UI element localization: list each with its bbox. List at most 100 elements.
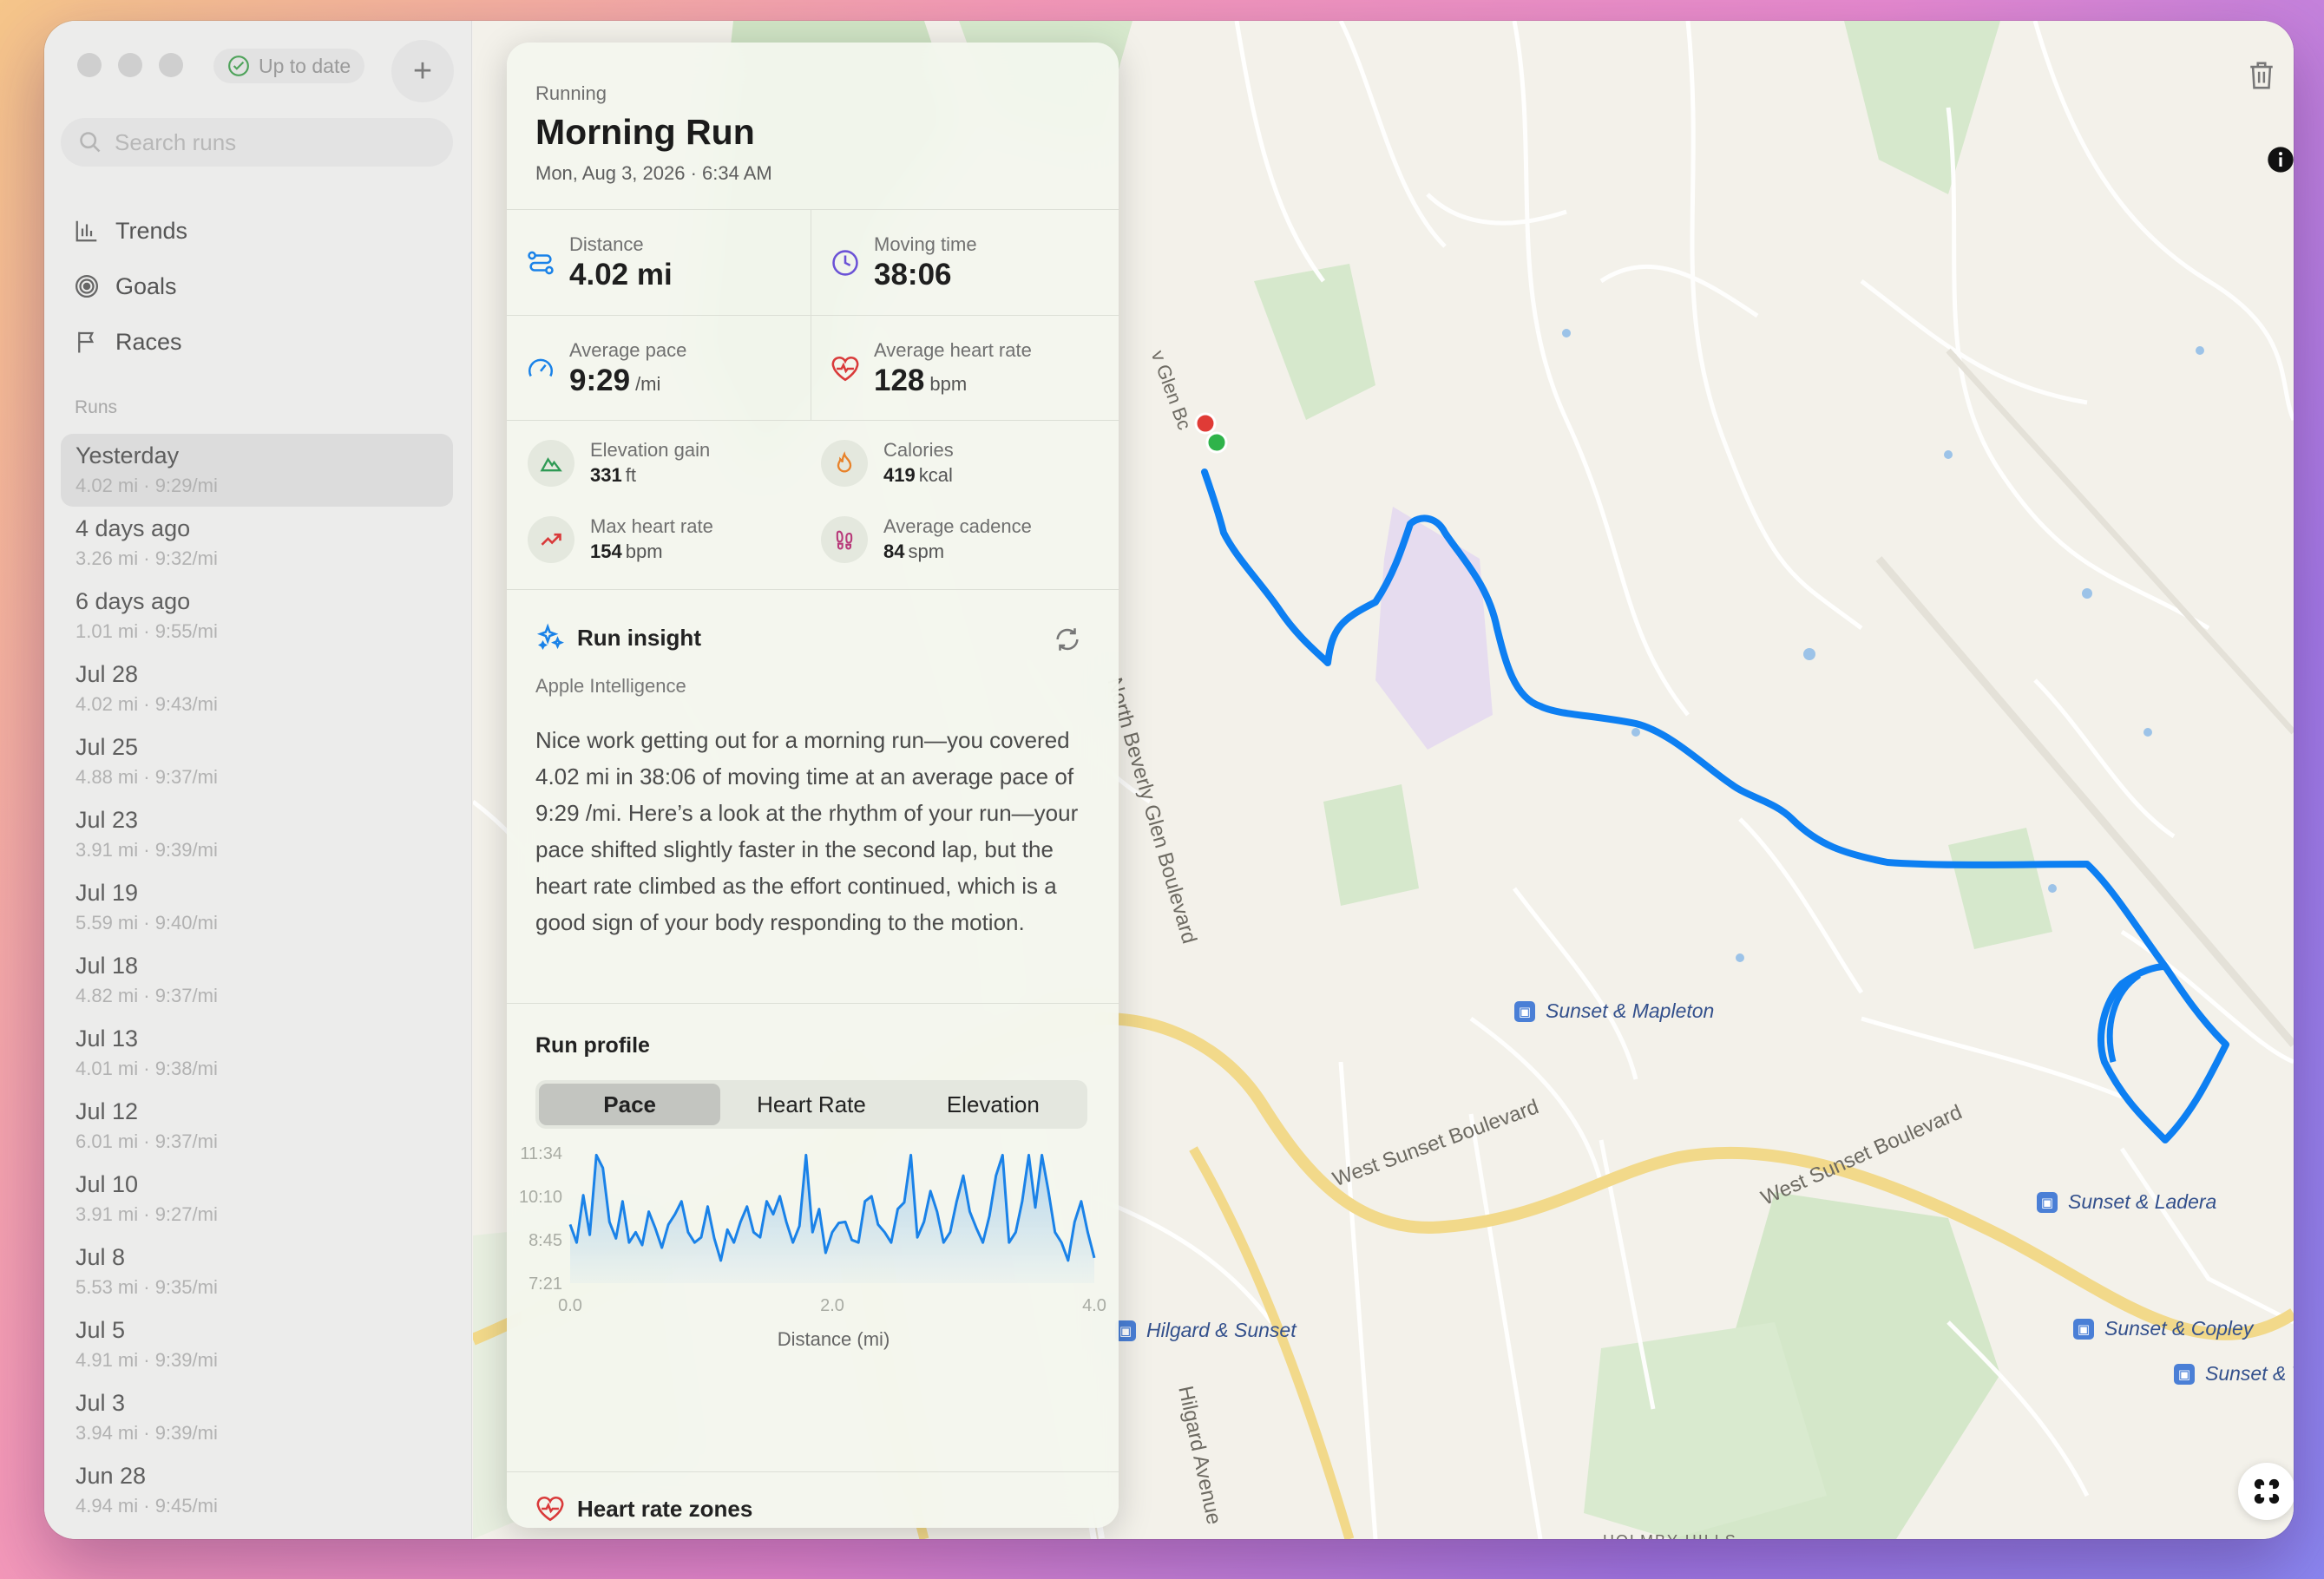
flame-icon <box>837 450 852 472</box>
sidebar-item-label: Races <box>115 328 182 355</box>
run-title: Jun 28 <box>75 1463 147 1489</box>
refresh-icon[interactable] <box>1053 625 1082 654</box>
metric-unit: bpm <box>625 541 663 562</box>
sparkles-icon <box>536 623 564 651</box>
metric-cadence: Average cadence 84 spm <box>821 515 1032 563</box>
zoom-window-button[interactable] <box>159 53 183 77</box>
run-stats: 3.91 mi · 9:27/mi <box>75 1203 218 1225</box>
run-list-item[interactable]: Jul 12 6.01 mi · 9:37/mi <box>61 1090 453 1163</box>
bus-stop-icon: ▣ <box>2037 1192 2058 1213</box>
run-title: Jul 5 <box>75 1317 126 1343</box>
metric-avg-heart-rate: Average heart rate 128 bpm <box>811 316 1115 421</box>
run-stats: 5.59 mi · 9:40/mi <box>75 912 218 934</box>
run-title: 6 days ago <box>75 588 191 614</box>
metric-label: Moving time <box>874 233 977 255</box>
run-list-item[interactable]: Jul 19 5.59 mi · 9:40/mi <box>61 871 453 944</box>
tab-pace[interactable]: Pace <box>539 1084 721 1125</box>
area-label: HOLMBY HILLS <box>1603 1532 1737 1539</box>
search-icon <box>80 132 101 153</box>
run-list-item[interactable]: 4 days ago 3.26 mi · 9:32/mi <box>61 507 453 580</box>
sync-status: Up to date <box>213 49 365 83</box>
run-list-item[interactable]: Jun 28 4.94 mi · 9:45/mi <box>61 1454 453 1527</box>
footprints-icon <box>836 530 853 550</box>
run-list-item[interactable]: Jul 5 4.91 mi · 9:39/mi <box>61 1308 453 1381</box>
run-title: Jul 23 <box>75 807 139 833</box>
tab-elevation[interactable]: Elevation <box>946 1091 1040 1117</box>
pace-chart[interactable]: 11:34 10:10 8:45 7:21 0.0 2.0 4.0 Distance (mi) <box>507 1134 1119 1464</box>
run-detail-panel: Running Morning Run Mon, Aug 3, 2026 · 6… <box>507 43 1119 1528</box>
trash-icon[interactable] <box>2240 54 2283 97</box>
metric-moving-time: Moving time 38:06 <box>811 210 1115 315</box>
flag-icon <box>78 331 95 353</box>
run-list-item[interactable]: Jul 10 3.91 mi · 9:27/mi <box>61 1163 453 1235</box>
run-title: Yesterday <box>75 442 180 468</box>
run-stats: 4.01 mi · 9:38/mi <box>75 1058 218 1079</box>
profile-tabs: Pace Heart Rate Elevation <box>535 1080 1087 1129</box>
search-placeholder[interactable]: Search runs <box>115 128 237 155</box>
sidebar-item-trends[interactable]: Trends <box>60 203 455 259</box>
expand-map-icon[interactable] <box>2238 1463 2294 1520</box>
sidebar-item-goals[interactable]: Goals <box>60 259 455 314</box>
search-field[interactable]: Search runs <box>61 118 453 167</box>
metric-value: 38:06 <box>874 257 952 292</box>
bus-stop-label[interactable]: Sunset & Mapleton <box>1546 999 1715 1022</box>
target-icon <box>75 275 98 298</box>
metric-elevation-gain: Elevation gain 331 ft <box>528 439 710 487</box>
info-icon[interactable] <box>2263 142 2294 177</box>
run-list-item[interactable]: Yesterday 4.02 mi · 9:29/mi <box>61 434 453 507</box>
add-run-button[interactable]: + <box>391 40 454 102</box>
run-list-item[interactable]: Jul 18 4.82 mi · 9:37/mi <box>61 944 453 1017</box>
run-list-item[interactable]: Jul 28 4.02 mi · 9:43/mi <box>61 652 453 725</box>
metric-label: Average pace <box>569 338 687 361</box>
run-title: Jul 13 <box>75 1025 139 1052</box>
run-title: Jul 12 <box>75 1098 139 1124</box>
metric-value: 84 <box>883 541 905 562</box>
app-window: North Beverly Glen Boulevard v Glen Bc W… <box>44 21 2294 1539</box>
metric-value: 154 <box>590 541 622 562</box>
bus-stop-icon: ▣ <box>1115 1320 1136 1341</box>
x-tick-label: 4.0 <box>1082 1296 1106 1315</box>
y-tick-label: 8:45 <box>528 1231 562 1250</box>
run-list-item[interactable]: Jul 13 4.01 mi · 9:38/mi <box>61 1017 453 1090</box>
pace-area <box>570 1155 1094 1283</box>
run-list-item[interactable]: Jul 8 5.53 mi · 9:35/mi <box>61 1235 453 1308</box>
check-circle-icon <box>228 56 249 76</box>
run-insight-card: Run insight Apple Intelligence Nice work… <box>507 589 1119 1004</box>
heart-pulse-icon <box>831 356 859 381</box>
run-list: Yesterday 4.02 mi · 9:29/mi 4 days ago 3.… <box>61 434 453 1527</box>
bus-stop-label[interactable]: Sunset & Copley <box>2104 1317 2254 1340</box>
run-list-item[interactable]: Jul 23 3.91 mi · 9:39/mi <box>61 798 453 871</box>
metric-label: Max heart rate <box>590 515 713 537</box>
run-list-item[interactable]: 6 days ago 1.01 mi · 9:55/mi <box>61 580 453 652</box>
run-list-item[interactable]: Jul 3 3.94 mi · 9:39/mi <box>61 1381 453 1454</box>
chart-bar-icon <box>75 220 97 242</box>
run-title: Jul 10 <box>75 1171 139 1197</box>
bus-stop-label[interactable]: Sunset & Whitt <box>2205 1362 2294 1385</box>
minimize-window-button[interactable] <box>118 53 142 77</box>
run-stats: 5.53 mi · 9:35/mi <box>75 1276 218 1298</box>
sidebar: Up to date + Search runs Trends Goals Ra… <box>44 21 472 1539</box>
bus-stop-label[interactable]: Sunset & Ladera <box>2068 1190 2217 1213</box>
run-profile-section: Run profile Pace Heart Rate Elevation 11… <box>507 1004 1119 1472</box>
x-tick-label: 0.0 <box>558 1296 582 1315</box>
run-title: Jul 18 <box>75 953 139 979</box>
metric-value: 331 <box>590 464 622 486</box>
run-title: Jul 8 <box>75 1244 126 1270</box>
primary-metrics: Distance 4.02 mi Moving time 38:06 Avera… <box>507 209 1119 421</box>
run-stats: 6.01 mi · 9:37/mi <box>75 1130 218 1152</box>
metric-unit: kcal <box>918 464 953 486</box>
heart-rate-zones-header[interactable]: Heart rate zones <box>535 1494 752 1523</box>
metric-label: Calories <box>883 439 954 461</box>
bus-stop-label[interactable]: Hilgard & Sunset <box>1146 1319 1297 1341</box>
x-tick-label: 2.0 <box>820 1296 844 1315</box>
run-stats: 4.88 mi · 9:37/mi <box>75 766 218 788</box>
close-window-button[interactable] <box>77 53 102 77</box>
tab-heart-rate[interactable]: Heart Rate <box>757 1091 866 1117</box>
y-tick-label: 10:10 <box>519 1188 562 1207</box>
metric-label: Distance <box>569 233 644 255</box>
run-list-item[interactable]: Jul 25 4.88 mi · 9:37/mi <box>61 725 453 798</box>
metric-distance: Distance 4.02 mi <box>507 210 811 315</box>
sidebar-item-races[interactable]: Races <box>60 314 455 370</box>
run-title: Jul 3 <box>75 1390 126 1416</box>
metric-value: 128 <box>874 363 925 397</box>
